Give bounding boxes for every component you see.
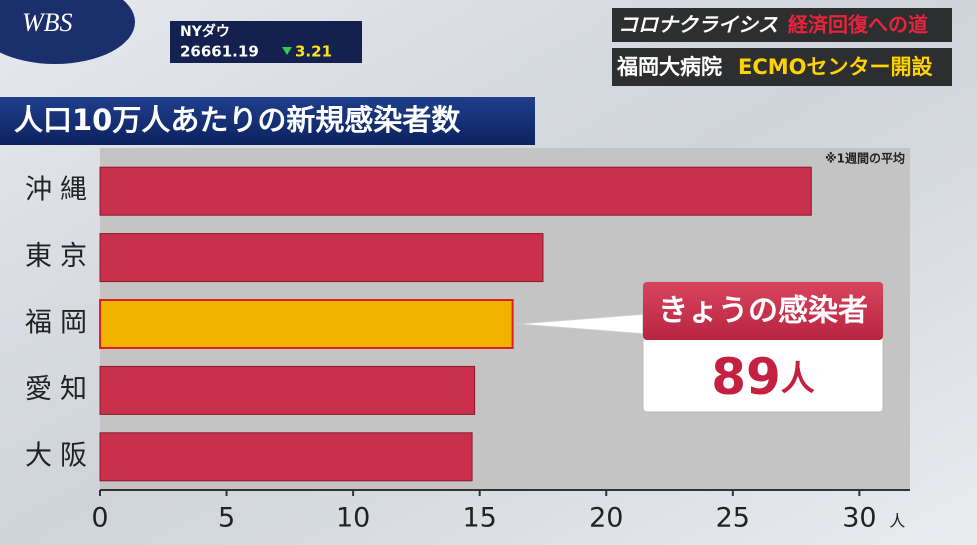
chart-title: 人口10万人あたりの新規感染者数 (14, 103, 461, 137)
series-title: コロナクライシス (618, 13, 778, 37)
logo-disc (0, 0, 135, 64)
x-tick-label: 0 (91, 503, 108, 534)
bar (99, 166, 812, 216)
x-tick-label: 20 (589, 503, 623, 534)
bar (99, 365, 476, 415)
series-subtitle: 経済回復への道 (788, 13, 928, 37)
logo: WBS (22, 8, 73, 37)
x-tick-label: 30 (842, 503, 876, 534)
y-tick-label: 大阪 (25, 440, 95, 471)
market-change: 3.21 (295, 43, 332, 61)
callout-unit: 人 (781, 359, 815, 399)
bar (99, 233, 544, 283)
x-unit: 人 (889, 512, 905, 531)
callout-value: 89人 (711, 348, 815, 406)
bar (99, 432, 473, 482)
x-tick-label: 25 (716, 503, 750, 534)
callout-number: 89 (711, 348, 781, 406)
x-tick-label: 5 (218, 503, 235, 534)
y-tick-label: 沖縄 (25, 175, 95, 206)
bar (99, 299, 514, 349)
note: ※1週間の平均 (825, 151, 905, 166)
market-name: NYダウ (180, 23, 230, 40)
y-tick-label: 福岡 (25, 308, 95, 339)
headline-place: 福岡大病院 (616, 55, 722, 79)
y-tick-label: 東京 (25, 241, 95, 272)
market-box (170, 21, 362, 63)
series-box (612, 8, 952, 42)
x-tick-label: 10 (336, 503, 370, 534)
headline-box (612, 48, 952, 86)
headline-topic: ECMOセンター開設 (738, 55, 934, 79)
callout-band (643, 282, 883, 340)
y-tick-label: 愛知 (25, 374, 95, 405)
callout-label: きょうの感染者 (658, 294, 868, 329)
title-banner (0, 97, 535, 145)
market-value: 26661.19 (180, 43, 259, 61)
x-tick-label: 15 (463, 503, 497, 534)
down-arrow (282, 47, 292, 55)
